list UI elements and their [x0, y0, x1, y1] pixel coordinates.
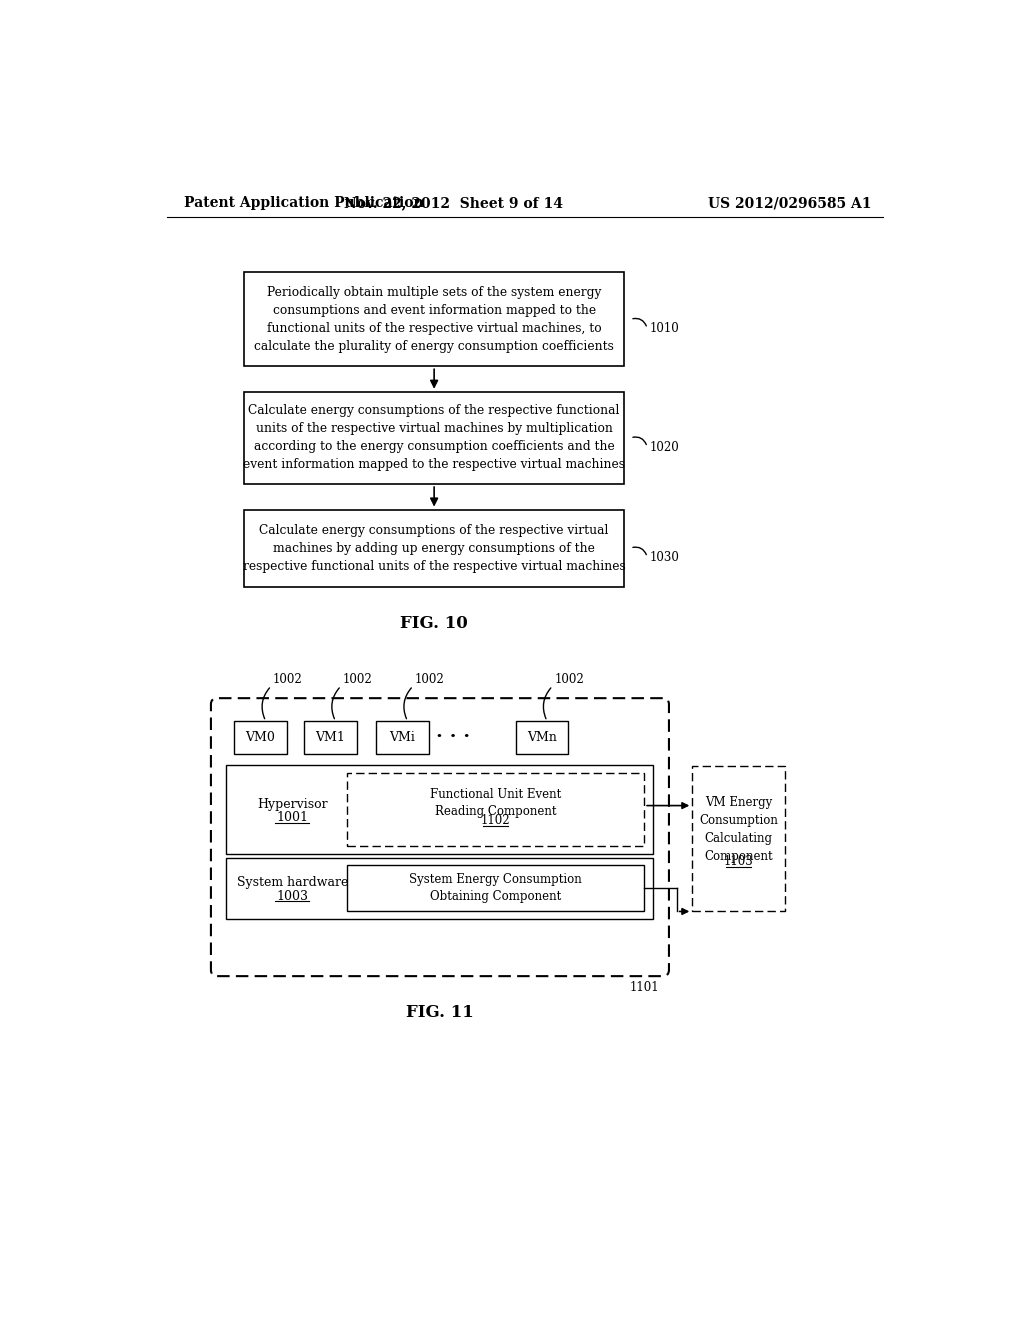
Text: System hardware: System hardware: [237, 876, 348, 890]
Bar: [346, 774, 644, 846]
Bar: [234, 721, 287, 754]
Text: 1002: 1002: [273, 673, 303, 686]
Text: FIG. 10: FIG. 10: [400, 615, 468, 632]
Bar: [692, 766, 785, 911]
Bar: [304, 721, 356, 754]
Text: VM0: VM0: [246, 731, 275, 744]
Text: Calculate energy consumptions of the respective virtual
machines by adding up en: Calculate energy consumptions of the res…: [243, 524, 626, 573]
Text: US 2012/0296585 A1: US 2012/0296585 A1: [709, 197, 872, 210]
Text: Functional Unit Event
Reading Component: Functional Unit Event Reading Component: [430, 788, 561, 818]
Text: FIG. 11: FIG. 11: [407, 1003, 474, 1020]
Text: 1102: 1102: [480, 813, 510, 826]
Text: VMn: VMn: [527, 731, 557, 744]
Text: 1020: 1020: [649, 441, 679, 454]
Bar: [226, 858, 653, 919]
Text: 1003: 1003: [276, 890, 308, 903]
Text: Periodically obtain multiple sets of the system energy
consumptions and event in: Periodically obtain multiple sets of the…: [254, 286, 614, 352]
Text: 1030: 1030: [649, 550, 680, 564]
Text: VMi: VMi: [389, 731, 416, 744]
Bar: [245, 392, 624, 484]
Text: Nov. 22, 2012  Sheet 9 of 14: Nov. 22, 2012 Sheet 9 of 14: [344, 197, 563, 210]
Text: Patent Application Publication: Patent Application Publication: [183, 197, 424, 210]
Text: 1010: 1010: [649, 322, 679, 335]
Text: VM1: VM1: [315, 731, 345, 744]
Text: 1101: 1101: [630, 981, 658, 994]
Text: 1002: 1002: [554, 673, 584, 686]
Bar: [376, 721, 429, 754]
Bar: [226, 766, 653, 854]
Text: 1002: 1002: [343, 673, 373, 686]
FancyBboxPatch shape: [211, 698, 669, 977]
Text: Calculate energy consumptions of the respective functional
units of the respecti: Calculate energy consumptions of the res…: [243, 404, 625, 471]
Text: 1002: 1002: [415, 673, 444, 686]
Text: 1103: 1103: [724, 855, 754, 869]
Text: System Energy Consumption
Obtaining Component: System Energy Consumption Obtaining Comp…: [409, 874, 582, 903]
Bar: [515, 721, 568, 754]
Text: · · ·: · · ·: [436, 729, 471, 746]
Text: VM Energy
Consumption
Calculating
Component: VM Energy Consumption Calculating Compon…: [699, 796, 778, 863]
Bar: [346, 866, 644, 911]
Bar: [245, 510, 624, 586]
Bar: [245, 272, 624, 367]
Text: 1001: 1001: [276, 810, 308, 824]
Text: Hypervisor: Hypervisor: [257, 797, 328, 810]
